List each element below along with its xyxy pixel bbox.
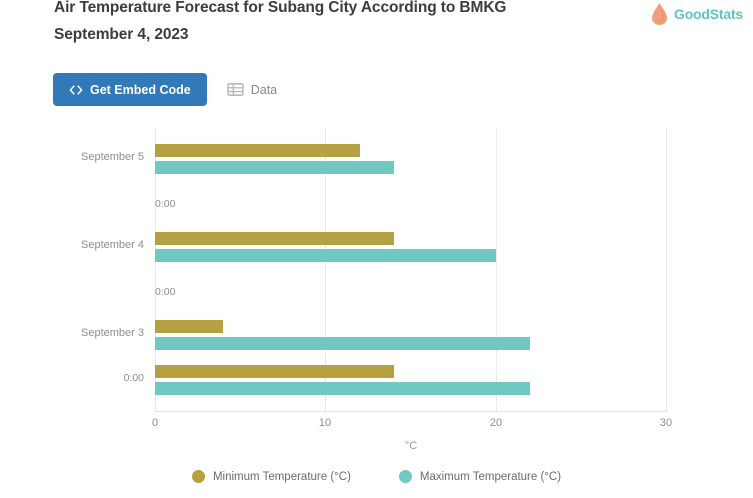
y-axis-label: 0:00 [123, 372, 144, 384]
code-embed-icon [69, 83, 83, 97]
bar-min-temperature[interactable] [155, 144, 360, 157]
x-axis-title: °C [404, 440, 418, 452]
legend-swatch-icon [191, 470, 205, 483]
droplet-logo-icon [651, 2, 668, 26]
gridline-20 [496, 128, 497, 411]
plot-area: September 5 0:00 September 4 0:00 Septem… [81, 128, 667, 411]
x-axis-baseline [155, 411, 667, 412]
page-title: Air Temperature Forecast for Subang City… [54, 0, 614, 48]
bar-max-temperature[interactable] [155, 249, 496, 262]
legend-label: Maximum Temperature (°C) [419, 470, 562, 483]
temperature-bar-chart: September 5 0:00 September 4 0:00 Septem… [0, 118, 753, 498]
bar-min-temperature[interactable] [155, 365, 394, 378]
bar-max-temperature[interactable] [155, 337, 530, 350]
x-axis-tick: 0 [151, 417, 159, 429]
page-header: Air Temperature Forecast for Subang City… [0, 0, 753, 62]
gridline-10 [325, 128, 326, 411]
x-axis-tick: 30 [659, 417, 673, 429]
chart-toolbar: Get Embed Code Data [53, 73, 283, 106]
get-embed-code-label: Get Embed Code [90, 82, 191, 97]
chart-legend: Minimum Temperature (°C) Maximum Tempera… [0, 470, 753, 483]
page-title-main: Air Temperature Forecast for Subang City… [54, 0, 507, 16]
table-grid-icon [227, 82, 244, 97]
legend-item-min-temperature[interactable]: Minimum Temperature (°C) [191, 470, 351, 483]
legend-label: Minimum Temperature (°C) [212, 470, 351, 483]
y-axis-label: September 4 [81, 239, 144, 251]
data-button-label: Data [250, 82, 278, 97]
x-axis-tick: 10 [318, 417, 332, 429]
brand-logo[interactable]: GoodStats [651, 2, 743, 26]
legend-item-max-temperature[interactable]: Maximum Temperature (°C) [398, 470, 562, 483]
gridline-0 [155, 128, 156, 411]
x-axis-tick: 20 [489, 417, 503, 429]
bar-min-temperature[interactable] [155, 232, 394, 245]
bar-max-temperature[interactable] [155, 161, 394, 174]
data-button[interactable]: Data [221, 73, 283, 106]
legend-swatch-icon [398, 470, 412, 483]
bar-max-temperature[interactable] [155, 382, 530, 395]
bar-min-temperature[interactable] [155, 320, 223, 333]
y-axis-label: September 5 [81, 151, 144, 163]
y-axis-label: September 3 [81, 327, 144, 339]
get-embed-code-button[interactable]: Get Embed Code [53, 73, 207, 106]
brand-name: GoodStats [674, 6, 743, 22]
page-title-date: September 4, 2023 [54, 26, 189, 43]
gridline-30 [666, 128, 667, 411]
